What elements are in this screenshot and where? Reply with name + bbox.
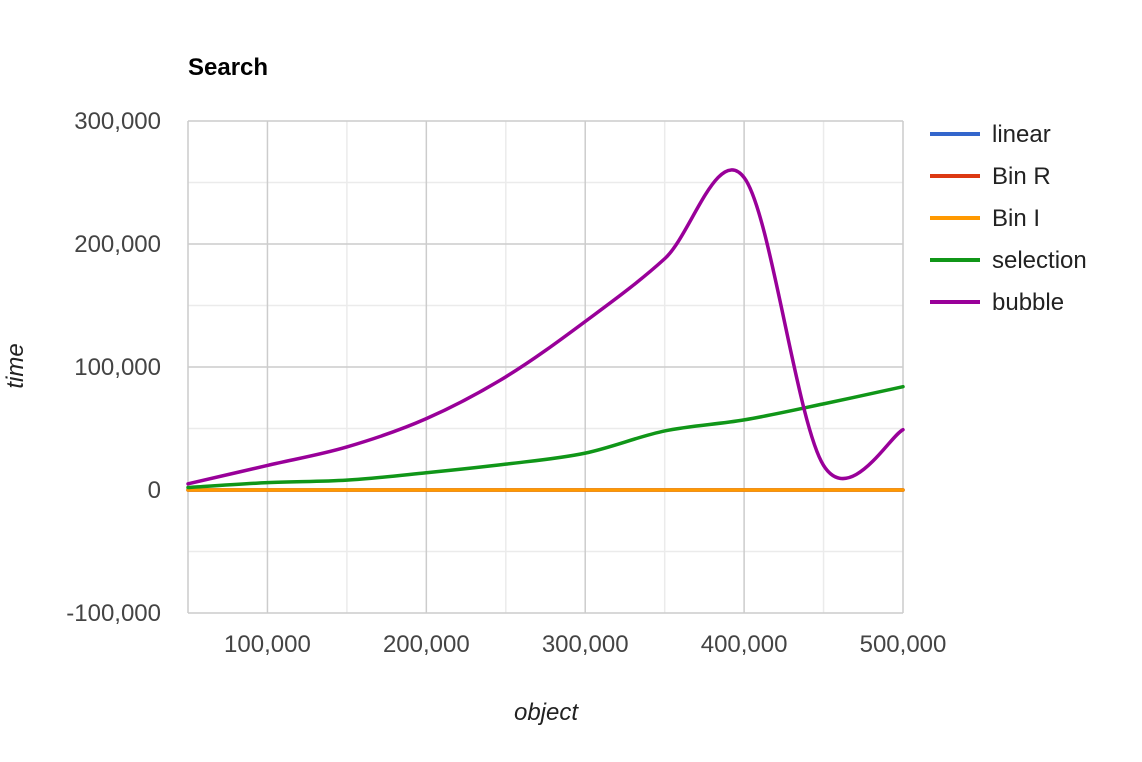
- legend-item-selection: selection: [930, 247, 1087, 274]
- legend-label: Bin I: [992, 205, 1040, 232]
- y-tick-label: 100,000: [74, 354, 161, 381]
- series-line-selection: [186, 384, 905, 490]
- chart-title: Search: [188, 54, 268, 81]
- y-tick-label: 200,000: [74, 231, 161, 258]
- y-axis-title: time: [2, 343, 29, 388]
- x-tick-label: 400,000: [701, 631, 788, 658]
- series-line-bubble: [186, 168, 905, 486]
- series-lines: [186, 168, 905, 492]
- legend-label: bubble: [992, 289, 1064, 316]
- axis-tick-labels: -100,000 0 100,000 200,000 300,000 100,000 200…: [66, 108, 946, 658]
- legend-item-linear: linear: [930, 121, 1051, 148]
- x-tick-label: 200,000: [383, 631, 470, 658]
- x-tick-label: 300,000: [542, 631, 629, 658]
- legend: linear Bin R Bin I selection bubble: [930, 121, 1087, 316]
- x-tick-label: 500,000: [860, 631, 947, 658]
- legend-item-bin-i: Bin I: [930, 205, 1040, 232]
- x-axis-title: object: [514, 699, 579, 726]
- legend-label: selection: [992, 247, 1087, 274]
- y-tick-label: 300,000: [74, 108, 161, 135]
- y-tick-label: 0: [148, 477, 161, 504]
- legend-label: Bin R: [992, 163, 1051, 190]
- legend-label: linear: [992, 121, 1051, 148]
- legend-item-bin-r: Bin R: [930, 163, 1051, 190]
- y-tick-label: -100,000: [66, 600, 161, 627]
- x-tick-label: 100,000: [224, 631, 311, 658]
- legend-item-bubble: bubble: [930, 289, 1064, 316]
